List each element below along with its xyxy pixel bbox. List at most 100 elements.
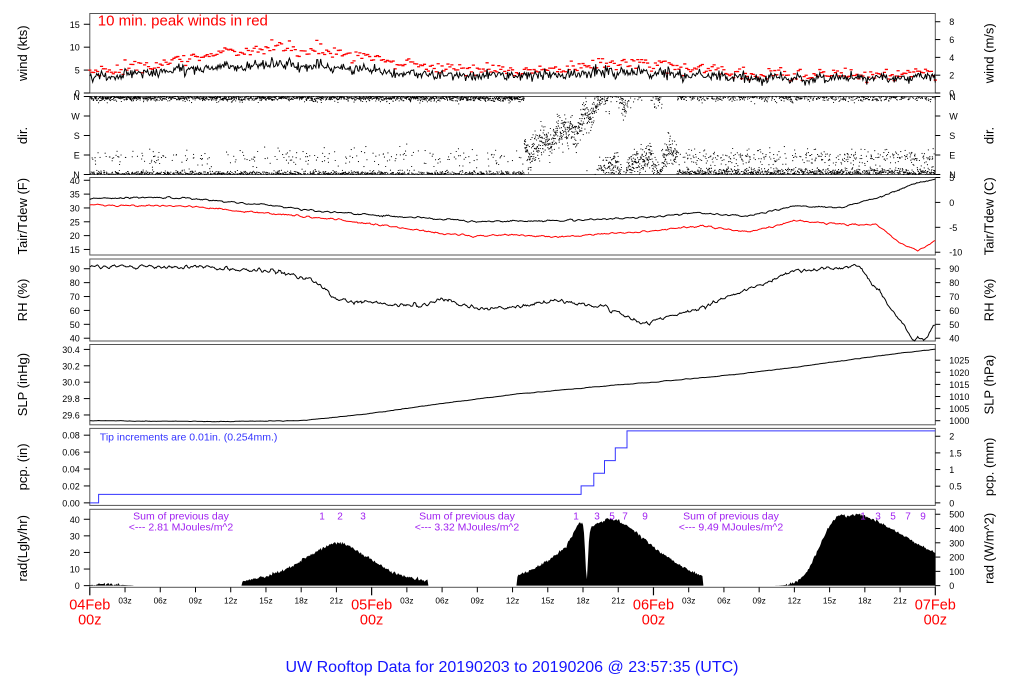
svg-text:00z: 00z	[78, 612, 101, 628]
svg-text:N: N	[73, 92, 80, 102]
svg-text:40: 40	[949, 334, 959, 344]
svg-text:S: S	[949, 131, 955, 141]
svg-text:1015: 1015	[949, 380, 969, 390]
svg-text:18z: 18z	[294, 595, 307, 605]
svg-text:40: 40	[70, 515, 80, 525]
svg-text:Tair/Tdew (C): Tair/Tdew (C)	[981, 177, 996, 255]
svg-text:04Feb: 04Feb	[69, 597, 110, 613]
svg-text:400: 400	[949, 524, 964, 534]
svg-text:0: 0	[949, 198, 954, 208]
svg-text:10 min. peak winds in red: 10 min. peak winds in red	[98, 13, 268, 30]
svg-text:06Feb: 06Feb	[633, 597, 674, 613]
svg-text:21z: 21z	[893, 595, 906, 605]
svg-text:SLP (hPa): SLP (hPa)	[981, 355, 996, 415]
svg-text:RH (%): RH (%)	[15, 279, 30, 322]
svg-text:1000: 1000	[949, 416, 969, 426]
svg-text:18z: 18z	[858, 595, 871, 605]
svg-text:E: E	[74, 151, 80, 161]
svg-text:3: 3	[875, 511, 881, 522]
svg-text:20: 20	[70, 231, 80, 241]
svg-text:3: 3	[594, 511, 600, 522]
svg-text:rad (W/m^2): rad (W/m^2)	[981, 513, 996, 584]
svg-text:300: 300	[949, 538, 964, 548]
svg-text:1010: 1010	[949, 392, 969, 402]
svg-text:0.00: 0.00	[62, 498, 80, 508]
svg-text:6: 6	[949, 35, 954, 45]
svg-text:rad(Lgly/hr): rad(Lgly/hr)	[15, 515, 30, 581]
svg-text:1.5: 1.5	[949, 448, 962, 458]
svg-text:1020: 1020	[949, 368, 969, 378]
svg-text:07Feb: 07Feb	[915, 597, 956, 613]
svg-text:<--- 2.81 MJoules/m^2: <--- 2.81 MJoules/m^2	[129, 521, 234, 533]
svg-text:wind (m/s): wind (m/s)	[981, 23, 996, 84]
svg-text:1005: 1005	[949, 404, 969, 414]
svg-text:18z: 18z	[576, 595, 589, 605]
svg-text:1: 1	[319, 511, 325, 522]
svg-text:N: N	[949, 92, 956, 102]
svg-text:0.5: 0.5	[949, 482, 962, 492]
svg-text:8: 8	[949, 17, 954, 27]
svg-text:W: W	[949, 112, 958, 122]
svg-text:1: 1	[949, 465, 954, 475]
svg-text:15: 15	[70, 245, 80, 255]
svg-text:0: 0	[75, 581, 80, 591]
svg-text:50: 50	[949, 320, 959, 330]
svg-text:0: 0	[949, 498, 954, 508]
svg-text:SLP (inHg): SLP (inHg)	[15, 353, 30, 416]
svg-text:1: 1	[573, 511, 579, 522]
svg-text:15: 15	[70, 20, 80, 30]
svg-text:5: 5	[890, 511, 896, 522]
svg-text:0.02: 0.02	[62, 481, 80, 491]
svg-text:2: 2	[949, 71, 954, 81]
svg-text:0.06: 0.06	[62, 448, 80, 458]
svg-text:90: 90	[70, 264, 80, 274]
svg-text:E: E	[949, 151, 955, 161]
svg-text:0: 0	[949, 581, 954, 591]
svg-text:40: 40	[70, 176, 80, 186]
svg-text:12z: 12z	[506, 595, 519, 605]
svg-text:80: 80	[70, 278, 80, 288]
svg-text:7: 7	[905, 511, 911, 522]
svg-text:60: 60	[949, 306, 959, 316]
svg-text:wind (kts): wind (kts)	[15, 25, 30, 82]
svg-text:70: 70	[70, 292, 80, 302]
svg-text:80: 80	[949, 278, 959, 288]
svg-text:1: 1	[860, 511, 866, 522]
svg-text:RH (%): RH (%)	[981, 279, 996, 322]
svg-text:30.4: 30.4	[62, 345, 80, 355]
svg-text:90: 90	[949, 264, 959, 274]
svg-text:5: 5	[949, 173, 954, 183]
svg-text:06z: 06z	[435, 595, 448, 605]
svg-text:2: 2	[337, 511, 343, 522]
svg-text:S: S	[74, 131, 80, 141]
svg-text:UW Rooftop Data for 20190203: UW Rooftop Data for 20190203 to 20190206…	[286, 659, 739, 676]
svg-text:500: 500	[949, 510, 964, 520]
svg-text:dir.: dir.	[15, 127, 30, 144]
svg-text:30: 30	[70, 203, 80, 213]
svg-text:12z: 12z	[788, 595, 801, 605]
svg-text:pcp. (in): pcp. (in)	[15, 443, 30, 490]
svg-text:200: 200	[949, 553, 964, 563]
svg-text:25: 25	[70, 217, 80, 227]
svg-text:29.6: 29.6	[62, 410, 80, 420]
svg-text:0.08: 0.08	[62, 431, 80, 441]
svg-text:pcp. (mm): pcp. (mm)	[981, 438, 996, 497]
svg-text:03z: 03z	[400, 595, 413, 605]
svg-text:2: 2	[949, 432, 954, 442]
svg-text:15z: 15z	[541, 595, 554, 605]
svg-text:21z: 21z	[612, 595, 625, 605]
svg-text:9: 9	[642, 511, 648, 522]
svg-text:-10: -10	[949, 248, 962, 258]
svg-text:03z: 03z	[118, 595, 131, 605]
svg-text:-5: -5	[949, 223, 957, 233]
svg-text:00z: 00z	[360, 612, 383, 628]
svg-text:Tip increments are 0.01in. (0.: Tip increments are 0.01in. (0.254mm.)	[100, 431, 278, 443]
svg-text:10: 10	[70, 565, 80, 575]
svg-text:15z: 15z	[259, 595, 272, 605]
svg-text:03z: 03z	[682, 595, 695, 605]
svg-text:00z: 00z	[642, 612, 665, 628]
svg-text:100: 100	[949, 567, 964, 577]
svg-text:15z: 15z	[823, 595, 836, 605]
svg-text:<--- 3.32 MJoules/m^2: <--- 3.32 MJoules/m^2	[415, 521, 520, 533]
svg-text:5: 5	[75, 66, 80, 76]
